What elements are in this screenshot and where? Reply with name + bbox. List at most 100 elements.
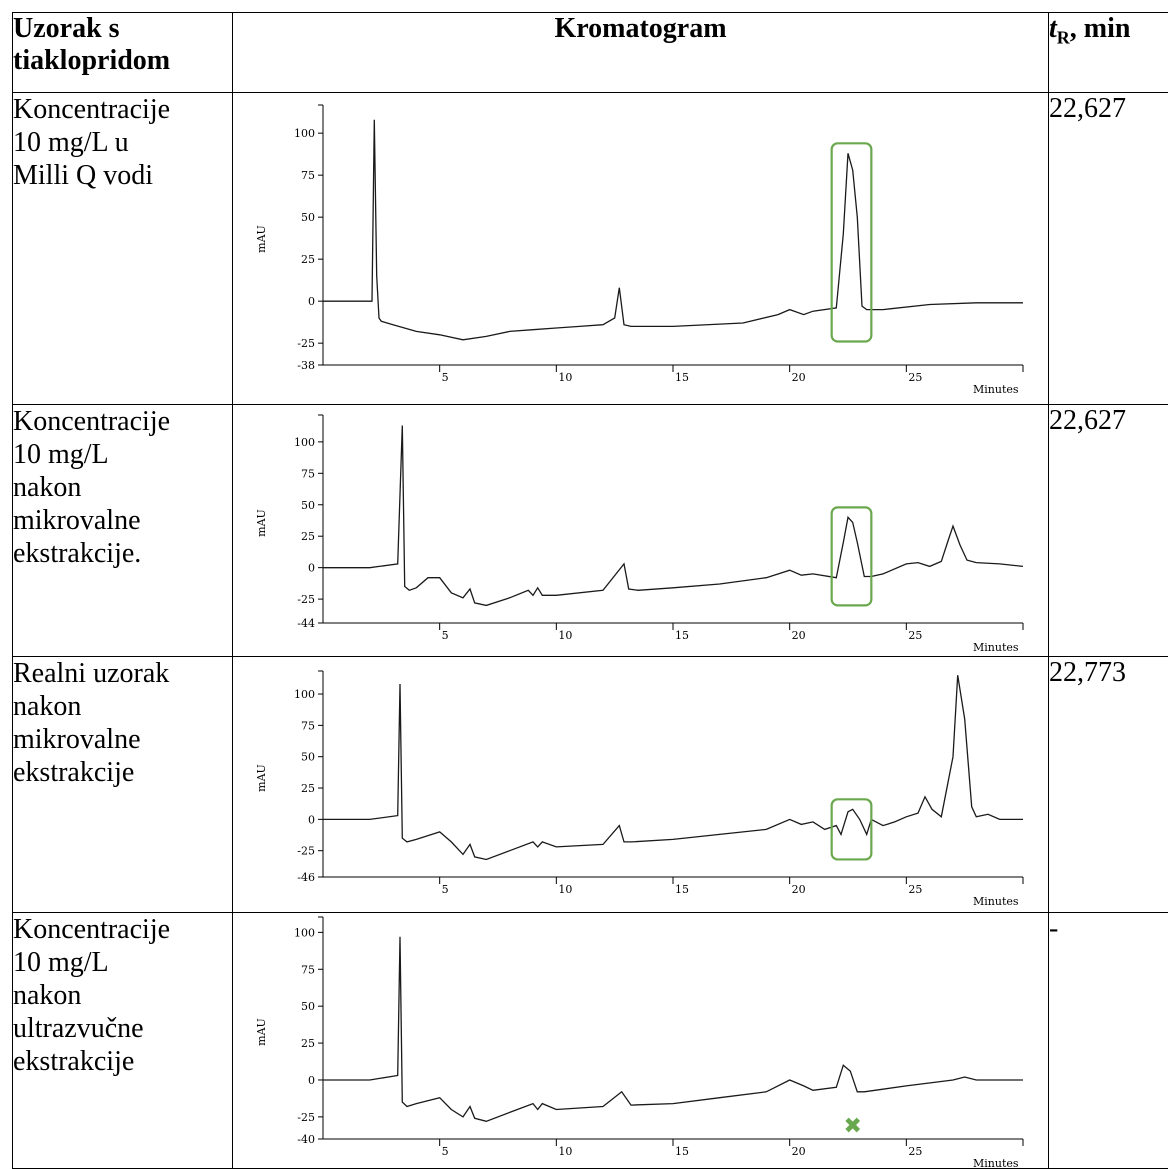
retention-time: 22,627 <box>1049 405 1168 657</box>
sample-label: Koncentracije 10 mg/L nakon ultrazvučne … <box>13 913 233 1169</box>
x-tick-label: 10 <box>558 371 572 384</box>
table-row: Koncentracije 10 mg/L nakon mikrovalne e… <box>13 405 1168 657</box>
x-tick-label: 25 <box>908 629 922 642</box>
label-line: mikrovalne <box>13 723 232 756</box>
y-tick-label: 0 <box>308 1074 315 1087</box>
label-line: ekstrakcije. <box>13 537 232 570</box>
label-line: Realni uzorak <box>13 657 232 690</box>
x-tick-label: 20 <box>792 371 806 384</box>
y-tick-label: -25 <box>297 593 315 606</box>
x-tick-label: 25 <box>908 371 922 384</box>
x-tick-label: 25 <box>908 1145 922 1158</box>
x-tick-label: 10 <box>558 1145 572 1158</box>
label-line: Koncentracije <box>13 93 232 126</box>
x-axis-label: Minutes <box>973 383 1019 396</box>
header-t: t <box>1049 13 1057 44</box>
retention-time: - <box>1049 913 1168 1169</box>
y-axis-label: mAU <box>255 509 268 537</box>
label-line: nakon <box>13 979 232 1012</box>
label-line: 10 mg/L <box>13 438 232 471</box>
x-axis-label: Minutes <box>973 1157 1019 1167</box>
label-line: ultrazvučne <box>13 1012 232 1045</box>
x-tick-label: 15 <box>675 371 689 384</box>
table-row: Koncentracije 10 mg/L nakon ultrazvučne … <box>13 913 1168 1169</box>
header-unit: , min <box>1070 13 1131 44</box>
y-tick-label: 50 <box>301 1000 315 1013</box>
label-line: Koncentracije <box>13 913 232 946</box>
x-tick-label: 25 <box>908 883 922 896</box>
y-tick-label: 0 <box>308 562 315 575</box>
y-tick-label: 50 <box>301 751 315 764</box>
peak-highlight-box <box>832 143 872 341</box>
x-tick-label: 15 <box>675 883 689 896</box>
y-tick-label: 75 <box>301 169 315 182</box>
chromatogram-cell: 100 75 50 25 0 -25 -38 5 10 15 20 25 Minutes mAU <box>233 93 1049 405</box>
x-tick-label: 15 <box>675 629 689 642</box>
x-tick-label: 20 <box>792 1145 806 1158</box>
x-tick-label: 5 <box>442 1145 449 1158</box>
retention-time: 22,627 <box>1049 93 1168 405</box>
header-row: Uzorak s tiaklopridom Kromatogram tR, mi… <box>13 13 1168 93</box>
sample-label: Realni uzorak nakon mikrovalne ekstrakci… <box>13 657 233 913</box>
label-line: mikrovalne <box>13 504 232 537</box>
y-tick-label: 0 <box>308 295 315 308</box>
y-tick-label: 25 <box>301 1037 315 1050</box>
x-tick-label: 15 <box>675 1145 689 1158</box>
y-tick-label: 75 <box>301 467 315 480</box>
chromatogram-trace <box>323 937 1023 1122</box>
table-row: Koncentracije 10 mg/L u Milli Q vodi 100… <box>13 93 1168 405</box>
header-retention-time: tR, min <box>1049 13 1168 93</box>
y-tick-label: 0 <box>308 813 315 826</box>
y-tick-label: 100 <box>294 127 315 140</box>
header-sample-line1: Uzorak s <box>13 13 120 44</box>
sample-label: Koncentracije 10 mg/L nakon mikrovalne e… <box>13 405 233 657</box>
label-line: 10 mg/L <box>13 946 232 979</box>
y-axis-label: mAU <box>255 764 268 792</box>
label-line: Milli Q vodi <box>13 159 232 192</box>
x-axis-label: Minutes <box>973 895 1019 908</box>
x-tick-label: 5 <box>442 883 449 896</box>
y-tick-label: 25 <box>301 530 315 543</box>
y-axis-label: mAU <box>255 225 268 253</box>
chromatogram-trace <box>323 675 1023 859</box>
x-tick-label: 20 <box>792 629 806 642</box>
chromatogram-trace <box>323 426 1023 606</box>
no-peak-marker-icon: ✖ <box>843 1114 861 1139</box>
sample-label: Koncentracije 10 mg/L u Milli Q vodi <box>13 93 233 405</box>
x-axis-label: Minutes <box>973 641 1019 654</box>
retention-time: 22,773 <box>1049 657 1168 913</box>
chromatogram-trace <box>323 120 1023 340</box>
y-tick-label: -38 <box>297 359 315 372</box>
y-tick-label: 100 <box>294 688 315 701</box>
y-tick-label: 75 <box>301 963 315 976</box>
header-sample: Uzorak s tiaklopridom <box>13 13 233 93</box>
label-line: ekstrakcije <box>13 1045 232 1078</box>
y-tick-label: -25 <box>297 1111 315 1124</box>
x-tick-label: 5 <box>442 629 449 642</box>
x-tick-label: 20 <box>792 883 806 896</box>
x-tick-label: 10 <box>558 883 572 896</box>
results-table: Uzorak s tiaklopridom Kromatogram tR, mi… <box>12 12 1168 1169</box>
y-tick-label: -40 <box>297 1133 315 1146</box>
y-tick-label: 50 <box>301 499 315 512</box>
label-line: 10 mg/L u <box>13 126 232 159</box>
y-tick-label: 25 <box>301 782 315 795</box>
chromatogram-1: 100 75 50 25 0 -25 -38 5 10 15 20 25 Minutes mAU <box>233 93 1049 403</box>
y-tick-label: 75 <box>301 719 315 732</box>
y-tick-label: -44 <box>297 617 315 630</box>
label-line: nakon <box>13 471 232 504</box>
header-t-sub: R <box>1057 28 1070 48</box>
y-tick-label: 50 <box>301 211 315 224</box>
y-axis-label: mAU <box>255 1018 268 1046</box>
table-row: Realni uzorak nakon mikrovalne ekstrakci… <box>13 657 1168 913</box>
y-tick-label: -25 <box>297 337 315 350</box>
y-tick-label: 25 <box>301 253 315 266</box>
x-tick-label: 5 <box>442 371 449 384</box>
label-line: Koncentracije <box>13 405 232 438</box>
